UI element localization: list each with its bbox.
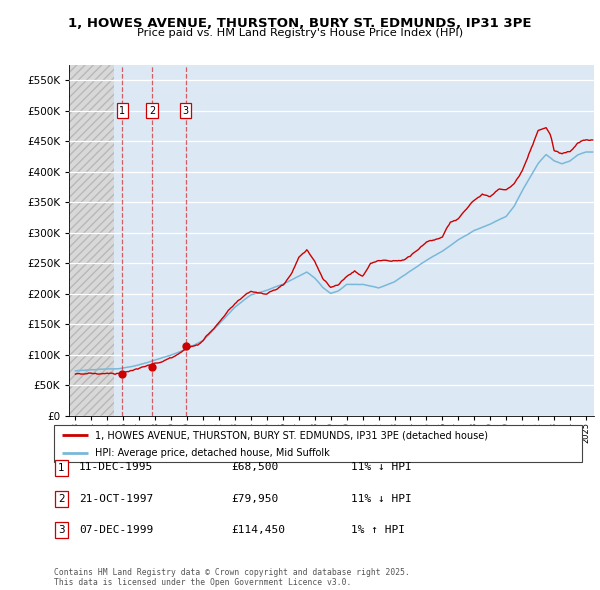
Text: 11% ↓ HPI: 11% ↓ HPI bbox=[351, 463, 412, 472]
Text: 11% ↓ HPI: 11% ↓ HPI bbox=[351, 494, 412, 503]
Text: Contains HM Land Registry data © Crown copyright and database right 2025.
This d: Contains HM Land Registry data © Crown c… bbox=[54, 568, 410, 587]
Text: 1: 1 bbox=[119, 106, 125, 116]
Text: 2: 2 bbox=[149, 106, 155, 116]
Text: 2: 2 bbox=[58, 494, 65, 504]
FancyBboxPatch shape bbox=[55, 491, 68, 507]
FancyBboxPatch shape bbox=[55, 523, 68, 538]
Text: HPI: Average price, detached house, Mid Suffolk: HPI: Average price, detached house, Mid … bbox=[95, 448, 329, 458]
Text: 07-DEC-1999: 07-DEC-1999 bbox=[79, 525, 154, 535]
Text: £114,450: £114,450 bbox=[231, 525, 285, 535]
Text: £68,500: £68,500 bbox=[231, 463, 278, 472]
Text: 1, HOWES AVENUE, THURSTON, BURY ST. EDMUNDS, IP31 3PE (detached house): 1, HOWES AVENUE, THURSTON, BURY ST. EDMU… bbox=[95, 430, 488, 440]
Text: 3: 3 bbox=[183, 106, 189, 116]
Text: 3: 3 bbox=[58, 526, 65, 535]
Text: 11-DEC-1995: 11-DEC-1995 bbox=[79, 463, 154, 472]
Text: 1, HOWES AVENUE, THURSTON, BURY ST. EDMUNDS, IP31 3PE: 1, HOWES AVENUE, THURSTON, BURY ST. EDMU… bbox=[68, 17, 532, 30]
Text: 21-OCT-1997: 21-OCT-1997 bbox=[79, 494, 154, 503]
FancyBboxPatch shape bbox=[55, 460, 68, 476]
Text: 1: 1 bbox=[58, 463, 65, 473]
Text: £79,950: £79,950 bbox=[231, 494, 278, 503]
FancyBboxPatch shape bbox=[54, 425, 582, 462]
Text: Price paid vs. HM Land Registry's House Price Index (HPI): Price paid vs. HM Land Registry's House … bbox=[137, 28, 463, 38]
Text: 1% ↑ HPI: 1% ↑ HPI bbox=[351, 525, 405, 535]
